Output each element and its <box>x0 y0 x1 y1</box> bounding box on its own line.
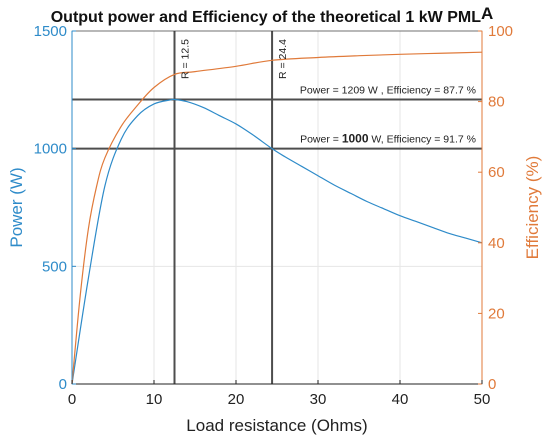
x-tick-label: 30 <box>310 391 327 408</box>
y-tick-label-right: 20 <box>488 305 505 322</box>
y-tick-label-right: 0 <box>488 376 496 393</box>
power-curve <box>71 98 483 385</box>
y-tick-label-right: 60 <box>488 164 505 181</box>
chart-title: Output power and Efficiency of the theor… <box>51 4 494 26</box>
series-lines <box>71 51 483 385</box>
y-tick-label-left: 0 <box>59 376 67 393</box>
vline-label-r-24-4: R = 24.4 <box>277 39 289 79</box>
right-tick-labels: 0 20 40 60 80 100 <box>478 23 513 393</box>
y-axis-label-right: Efficiency (%) <box>523 156 542 260</box>
vline-label-r-12-5: R = 12.5 <box>180 39 192 79</box>
x-tick-label: 0 <box>68 391 76 408</box>
efficiency-curve <box>71 51 483 385</box>
y-tick-label-right: 100 <box>488 23 513 40</box>
y-tick-label-left: 1000 <box>34 141 67 158</box>
y-tick-label-right: 80 <box>488 94 505 111</box>
y-tick-label-left: 500 <box>42 258 67 275</box>
annotation-peak: Power = 1209 W , Efficiency = 87.7 % <box>300 84 476 96</box>
bottom-tick-labels: 0 10 20 30 40 50 <box>68 380 491 408</box>
left-tick-labels: 0 500 1000 1500 <box>34 23 76 393</box>
reference-lines <box>72 31 482 384</box>
y-tick-label-left: 1500 <box>34 23 67 40</box>
annotation-1kw: Power = 1000 W, Efficiency = 91.7 % <box>300 132 476 146</box>
x-tick-label: 10 <box>146 391 163 408</box>
y-tick-label-right: 40 <box>488 235 505 252</box>
x-axis-label: Load resistance (Ohms) <box>186 416 367 435</box>
x-tick-label: 20 <box>228 391 245 408</box>
y-axis-label-left: Power (W) <box>7 167 26 247</box>
x-tick-label: 40 <box>392 391 409 408</box>
x-tick-label: 50 <box>474 391 491 408</box>
